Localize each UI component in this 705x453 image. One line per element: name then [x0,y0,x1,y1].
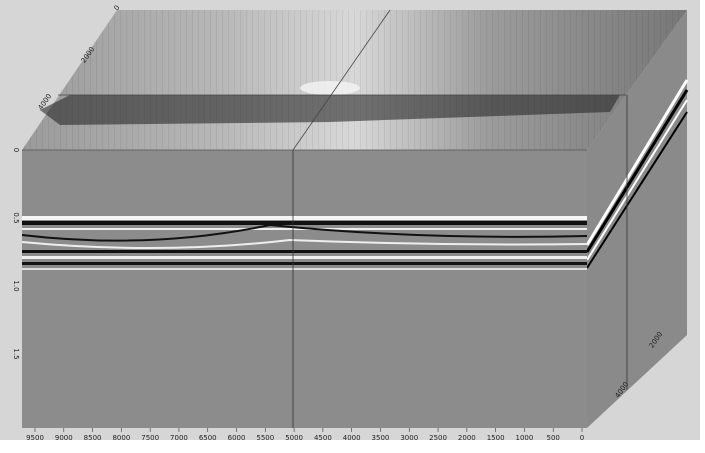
bottom-axis-label: 8500 [84,434,102,442]
left-axis-label: 0 [12,148,20,152]
bottom-axis-label: 500 [547,434,560,442]
reflector [22,221,587,225]
top-bright-spot [300,81,360,95]
front-face [22,150,587,428]
reflector [22,262,587,265]
page: {"top_axis": {"labels": ["0", "2000", "4… [0,0,705,453]
bottom-axis-label: 3500 [372,434,390,442]
bottom-axis-label: 2500 [429,434,447,442]
top-face-texture [22,10,687,150]
bottom-axis-label: 5000 [285,434,303,442]
left-axis-label: 1.0 [12,280,20,291]
bottom-axis-label: 4500 [314,434,332,442]
bottom-axis-label: 6000 [228,434,246,442]
bottom-axis-label: 4000 [343,434,361,442]
bottom-axis-label: 7000 [170,434,188,442]
bottom-axis-label: 0 [580,434,584,442]
bottom-axis-label: 9000 [55,434,73,442]
bottom-axis-label: 6500 [199,434,217,442]
reflector [22,250,587,253]
bottom-axis-label: 5500 [256,434,274,442]
bottom-axis-label: 2000 [458,434,476,442]
seismic-cube-view: 0 2000 4000 0 0.5 1.0 1.5 2000 4000 9500… [0,0,705,453]
bottom-axis-label: 9500 [26,434,44,442]
bottom-axis-label: 1000 [516,434,534,442]
reflector [22,216,587,220]
bottom-axis-label: 8000 [112,434,130,442]
left-axis-label: 1.5 [12,348,20,359]
left-axis-label: 0.5 [12,212,20,223]
bottom-axis-label: 1500 [487,434,505,442]
reflector [22,268,587,270]
bottom-axis-label: 7500 [141,434,159,442]
bottom-axis-label: 3000 [400,434,418,442]
reflector [22,256,587,259]
